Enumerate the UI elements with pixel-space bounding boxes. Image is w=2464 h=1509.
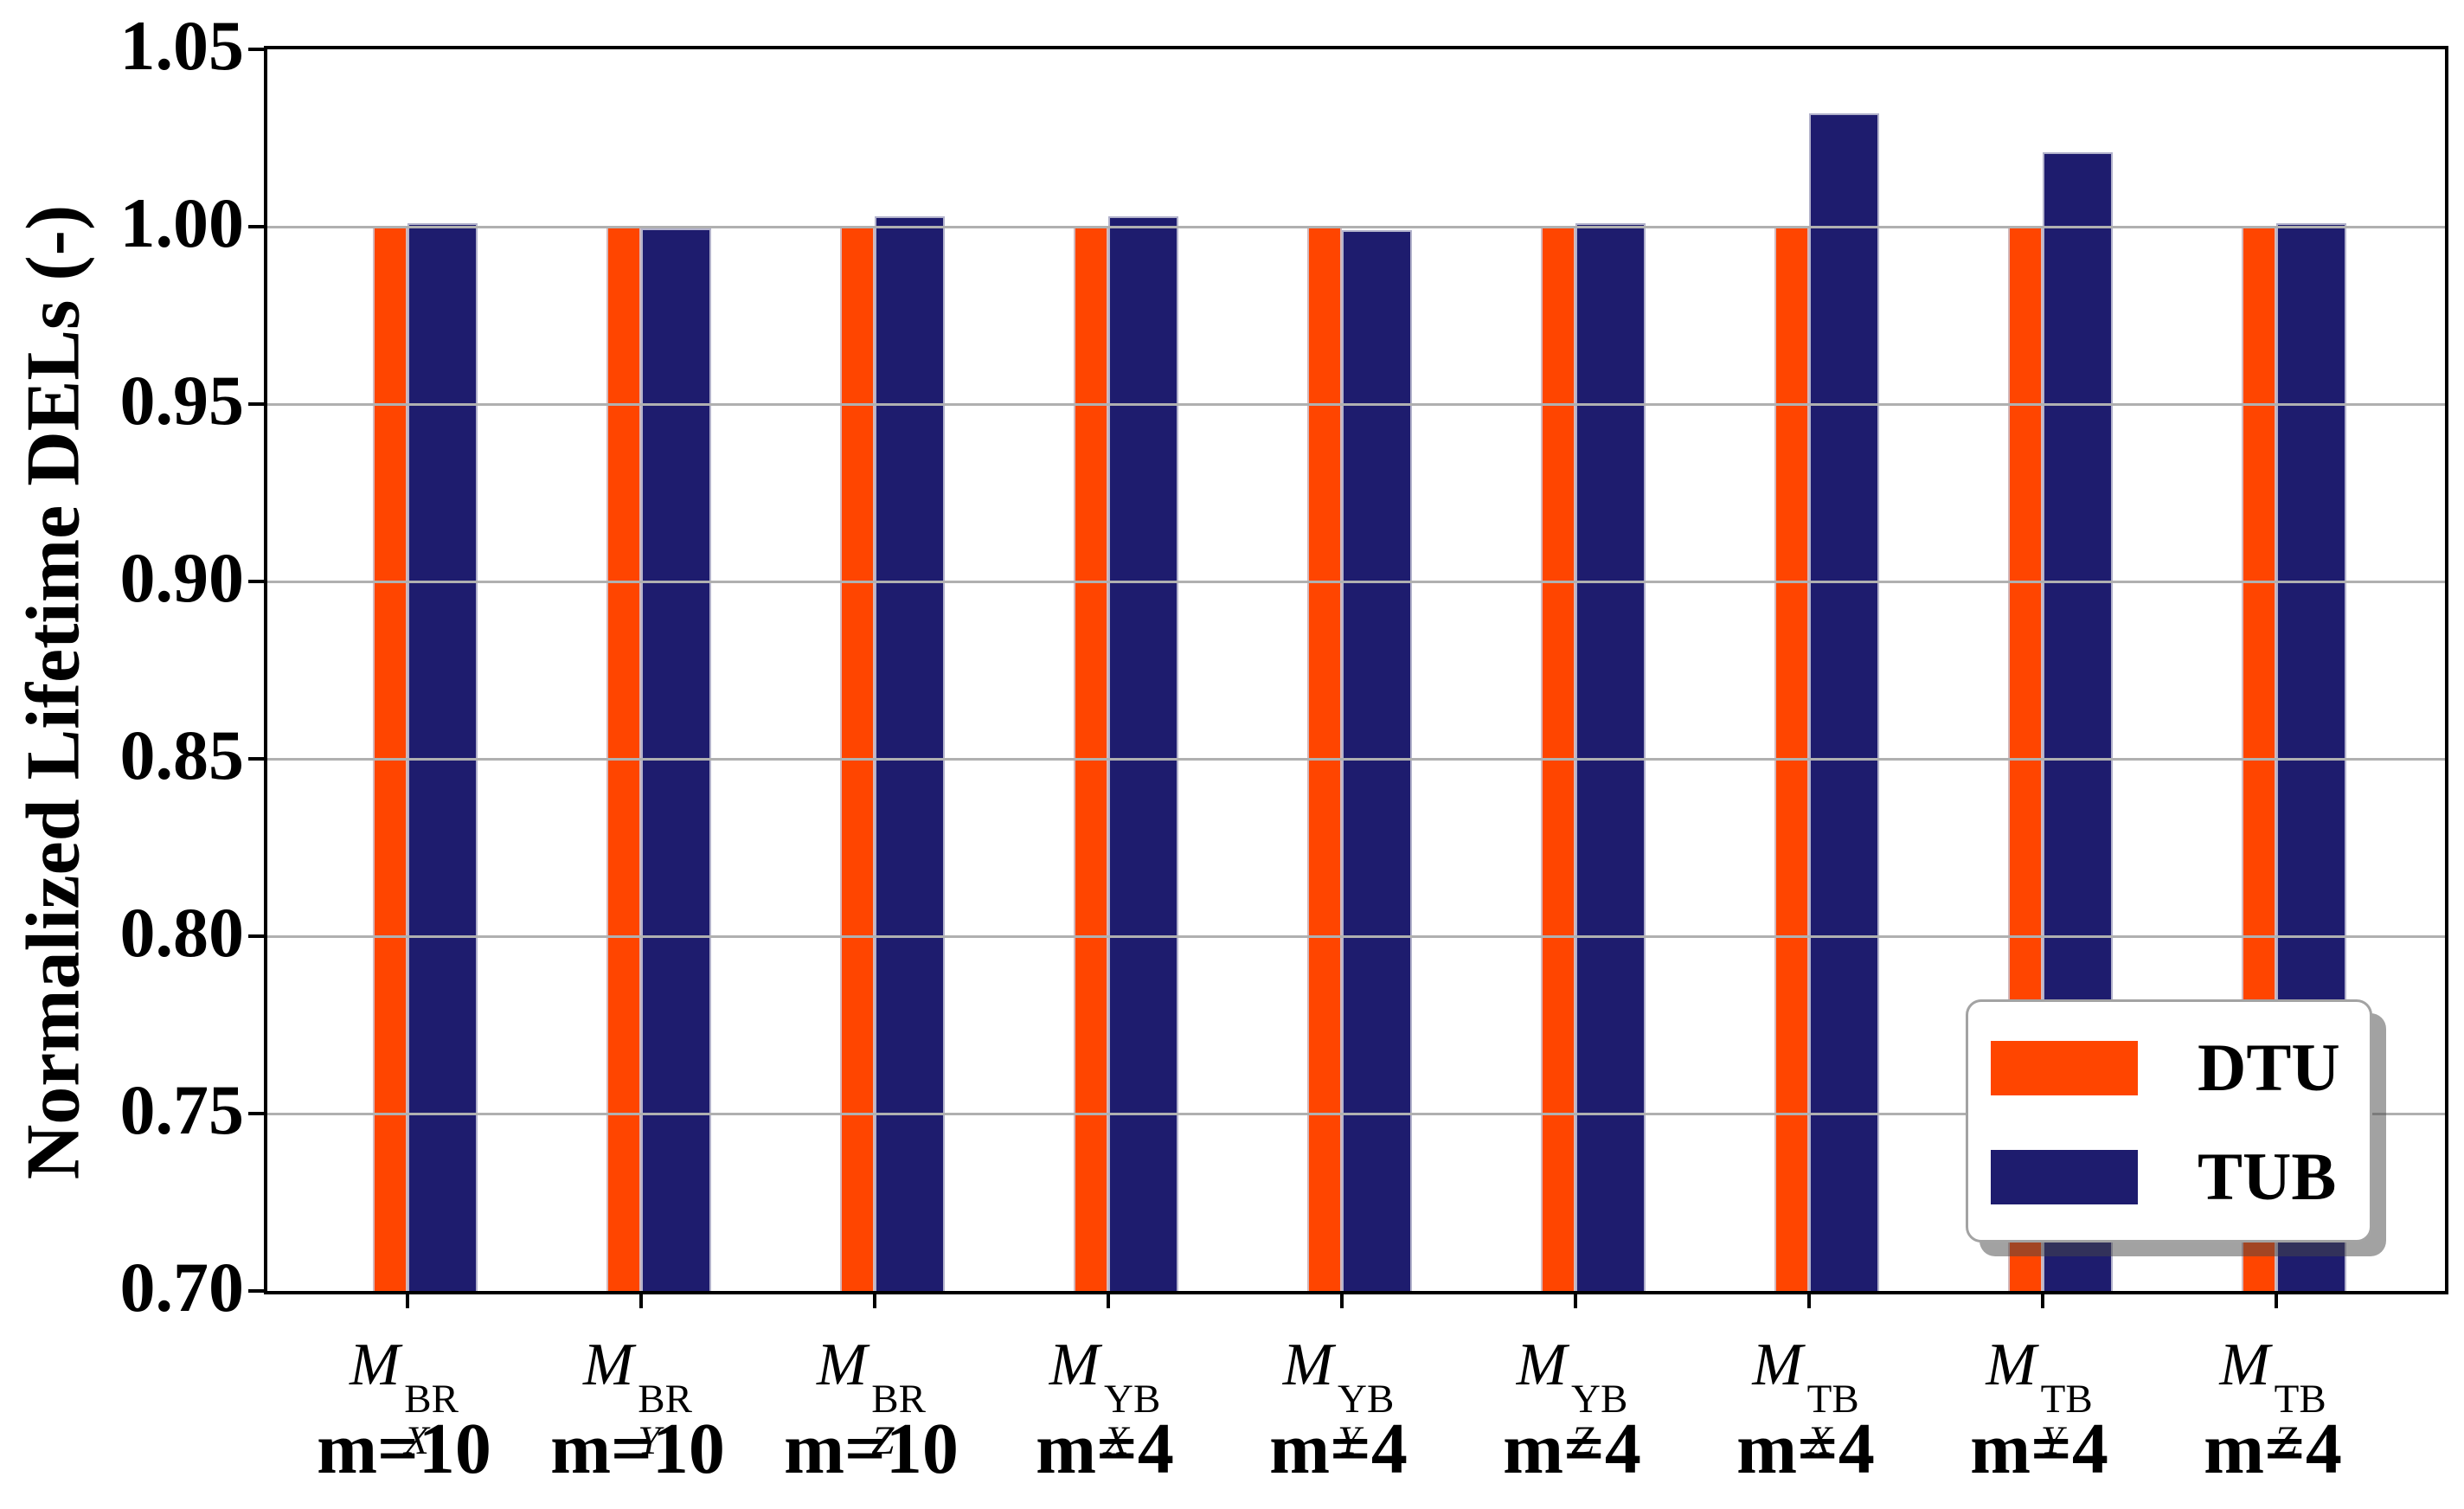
x-label-m-value: m=10	[784, 1409, 959, 1489]
gridline-0.90	[267, 580, 2445, 583]
legend-swatch-DTU	[1991, 1040, 2138, 1095]
y-tick-label-0.80: 0.80	[119, 893, 245, 972]
x-label-math: M TB Z	[2219, 1332, 2326, 1463]
x-tick-5	[1340, 1294, 1344, 1308]
y-tick-label-0.70: 0.70	[119, 1248, 245, 1326]
y-tick-0.95	[248, 402, 264, 406]
x-label-math: M YB Z	[1516, 1332, 1628, 1463]
y-tick-label-1.00: 1.00	[119, 183, 245, 262]
x-tick-3	[873, 1294, 876, 1308]
y-axis-title: Normalized Lifetime DELs (-)	[11, 204, 96, 1180]
bar-TUB-3	[875, 215, 945, 1291]
x-label-math: M BR Z	[816, 1332, 926, 1463]
y-tick-1.00	[248, 225, 264, 228]
y-tick-label-1.05: 1.05	[119, 6, 245, 85]
bar-TUB-4	[1108, 215, 1178, 1291]
x-tick-4	[1107, 1294, 1110, 1308]
x-tick-2	[639, 1294, 643, 1308]
x-label-m-value: m=4	[2204, 1409, 2342, 1489]
x-label-math: M BR Y	[582, 1332, 692, 1463]
plot-area	[248, 46, 2448, 1308]
x-label-math: M TB X	[1752, 1332, 1859, 1463]
x-label-m-value: m=4	[1036, 1409, 1174, 1489]
x-tick-6	[1574, 1294, 1577, 1308]
gridline-0.80	[267, 934, 2445, 938]
y-tick-label-0.75: 0.75	[119, 1070, 245, 1149]
y-tick-label-0.95: 0.95	[119, 361, 245, 440]
y-tick-0.85	[248, 757, 264, 761]
y-tick-1.05	[248, 48, 264, 51]
legend-label-DTU: DTU	[2198, 1030, 2340, 1105]
x-label-m-value: m=4	[1736, 1409, 1875, 1489]
x-tick-8	[2041, 1294, 2044, 1308]
x-label-m-value: m=4	[1269, 1409, 1408, 1489]
legend-label-TUB: TUB	[2198, 1139, 2337, 1214]
x-label-math: M YB Y	[1282, 1332, 1395, 1463]
x-label-math: M BR X	[349, 1332, 459, 1463]
legend-item-TUB: TUB	[1991, 1143, 2336, 1210]
legend: DTU TUB	[1966, 999, 2372, 1243]
y-tick-0.90	[248, 580, 264, 583]
gridline-0.75	[267, 1112, 2445, 1115]
legend-item-DTU: DTU	[1991, 1034, 2340, 1101]
x-label-math: M TB Y	[1986, 1332, 2093, 1463]
x-tick-9	[2275, 1294, 2278, 1308]
gridline-0.95	[267, 402, 2445, 406]
x-tick-1	[406, 1294, 409, 1308]
x-label-m-value: m=4	[1970, 1409, 2108, 1489]
bar-TUB-5	[1342, 230, 1412, 1291]
y-tick-label-0.85: 0.85	[119, 716, 245, 794]
legend-swatch-TUB	[1991, 1149, 2138, 1204]
gridline-1.00	[267, 225, 2445, 228]
x-label-m-value: m=10	[317, 1409, 491, 1489]
bar-TUB-7	[1809, 112, 1879, 1291]
x-label-m-value: m=4	[1503, 1409, 1641, 1489]
y-tick-0.80	[248, 934, 264, 938]
y-tick-0.70	[248, 1289, 264, 1293]
y-tick-0.75	[248, 1112, 264, 1115]
x-label-m-value: m=10	[550, 1409, 725, 1489]
y-tick-label-0.90: 0.90	[119, 538, 245, 617]
gridline-0.85	[267, 757, 2445, 761]
x-label-math: M YB X	[1049, 1332, 1161, 1463]
x-tick-7	[1807, 1294, 1811, 1308]
